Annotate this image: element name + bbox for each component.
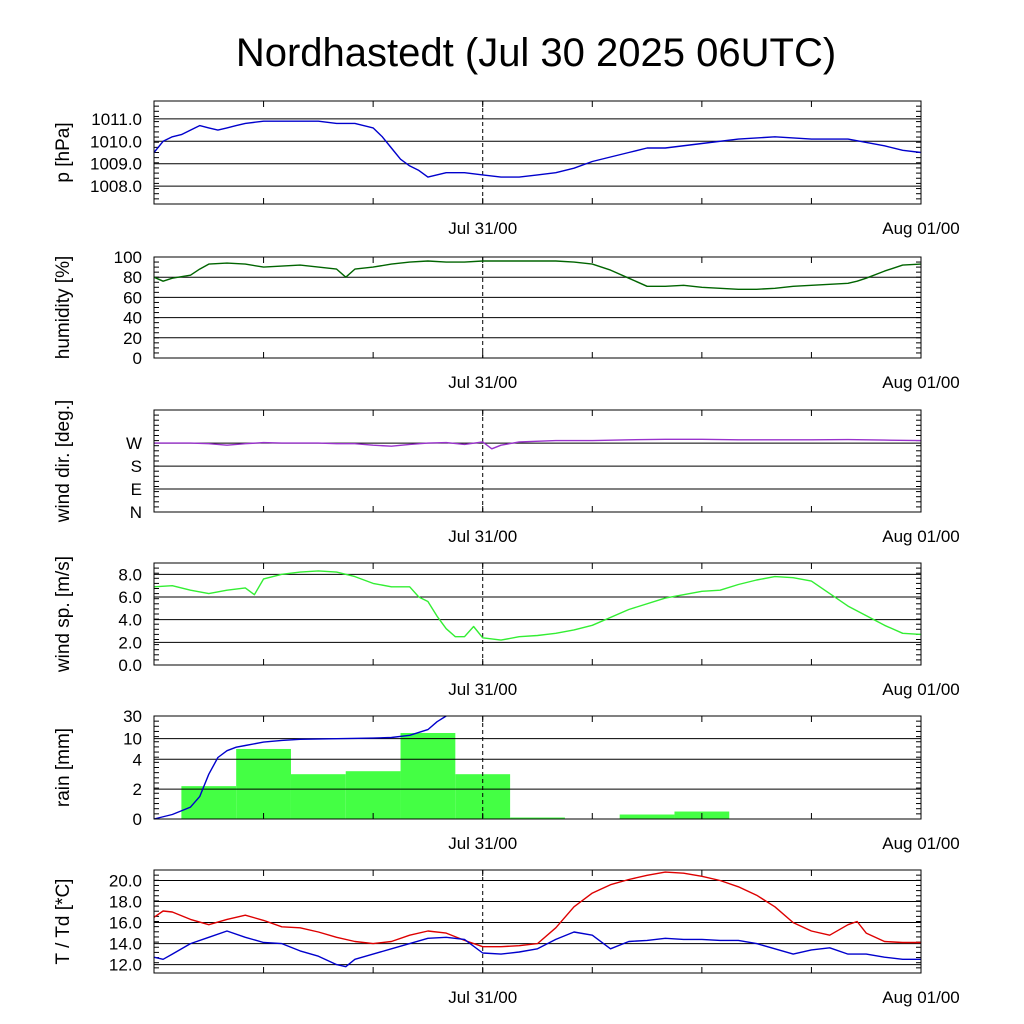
xtick-label-humidity-0: Jul 31/00: [448, 373, 517, 392]
plot-frame-wind-speed: [153, 562, 922, 666]
ytick-label-wind-direction-0: N: [130, 503, 142, 522]
plot-frame-humidity: [153, 256, 922, 359]
xtick-label-temperature-0: Jul 31/00: [448, 988, 517, 1007]
xtick-label-humidity-1: Aug 01/00: [882, 373, 960, 392]
series-line-rain-0: [153, 715, 447, 820]
ytick-label-wind-speed-3: 6.0: [118, 588, 142, 607]
ytick-label-wind-direction-3: W: [126, 434, 142, 453]
ytick-label-temperature-3: 18.0: [109, 893, 142, 912]
xtick-label-wind-direction-1: Aug 01/00: [882, 527, 960, 546]
ytick-label-pressure-3: 1011.0: [91, 110, 142, 129]
rain-bar-3: [345, 771, 401, 819]
chart-title: Nordhastedt (Jul 30 2025 06UTC): [236, 31, 836, 75]
xtick-label-rain-1: Aug 01/00: [882, 834, 960, 853]
series-line-temperature-0: [153, 871, 921, 948]
rain-bar-0: [181, 786, 237, 819]
rain-bar-1: [236, 748, 291, 819]
ytick-label-rain-2: 4: [133, 750, 142, 769]
ylabel-pressure: p [hPa]: [53, 122, 74, 182]
ytick-label-humidity-3: 60: [123, 288, 142, 307]
ytick-label-wind-direction-2: S: [131, 457, 142, 476]
series-line-wind-direction-0: [154, 438, 922, 450]
ylabel-wind-direction: wind dir. [deg.]: [53, 400, 74, 524]
ytick-label-humidity-5: 100: [114, 248, 142, 267]
xtick-label-wind-speed-0: Jul 31/00: [448, 680, 517, 699]
panel-temperature: 12.0 14.0 16.0 18.0 20.0 Jul 31/00 Aug 01/00 T …: [53, 869, 960, 1007]
rain-bar-4: [400, 732, 456, 819]
plot-frame-rain: [153, 715, 922, 820]
ytick-label-rain-1: 2: [133, 780, 142, 799]
xtick-label-temperature-1: Aug 01/00: [882, 988, 960, 1007]
ytick-label-temperature-4: 20.0: [109, 872, 142, 891]
ytick-label-pressure-2: 1010.0: [90, 132, 142, 151]
xtick-label-rain-0: Jul 31/00: [448, 834, 517, 853]
ytick-label-wind-speed-0: 0.0: [118, 656, 142, 675]
ylabel-rain: rain [mm]: [53, 728, 74, 807]
ytick-label-pressure-1: 1009.0: [90, 155, 142, 174]
ytick-label-rain-4: 30: [123, 707, 142, 726]
ytick-label-humidity-4: 80: [123, 268, 142, 287]
xtick-label-pressure-1: Aug 01/00: [882, 219, 960, 238]
ylabel-humidity: humidity [%]: [53, 256, 74, 359]
plot-frame-temperature: [153, 869, 922, 974]
ytick-label-temperature-0: 12.0: [109, 956, 142, 975]
plot-frame-wind-direction: [153, 409, 922, 513]
ylabel-temperature: T / Td [*C]: [53, 879, 74, 965]
panel-pressure: 1008.0 1009.0 1010.0 1011.0 Jul 31/00 Aug 01/…: [53, 100, 960, 238]
xtick-label-pressure-0: Jul 31/00: [448, 219, 517, 238]
ytick-label-humidity-0: 0: [133, 349, 142, 368]
panel-wind-speed: 0.0 2.0 4.0 6.0 8.0 Jul 31/00 Aug 01/00 wind sp…: [53, 556, 960, 699]
panel-rain: 0 2 410 30 Jul 31/00 Aug 01/00 rain [mm]: [53, 707, 960, 853]
series-line-wind-speed-0: [153, 570, 922, 641]
series-line-humidity-0: [153, 260, 922, 290]
series-line-pressure-0: [153, 120, 922, 178]
ytick-label-wind-speed-1: 2.0: [118, 633, 142, 652]
rain-bar-2: [290, 774, 346, 819]
ytick-label-pressure-0: 1008.0: [90, 177, 142, 196]
ytick-label-humidity-1: 20: [123, 329, 142, 348]
ytick-label-rain-3: 10: [123, 730, 142, 749]
ytick-label-temperature-1: 14.0: [109, 935, 142, 954]
series-line-temperature-1: [153, 930, 921, 968]
ytick-label-wind-direction-1: E: [131, 480, 142, 499]
rain-bar-7: [619, 814, 675, 819]
ytick-label-rain-0: 0: [133, 810, 142, 829]
ytick-label-temperature-2: 16.0: [109, 914, 142, 933]
ylabel-wind-speed: wind sp. [m/s]: [53, 556, 74, 673]
ytick-label-wind-speed-4: 8.0: [118, 565, 142, 584]
xtick-label-wind-speed-1: Aug 01/00: [882, 680, 960, 699]
ytick-label-humidity-2: 40: [123, 309, 142, 328]
rain-bar-6: [510, 817, 565, 819]
xtick-label-wind-direction-0: Jul 31/00: [448, 527, 517, 546]
ytick-label-wind-speed-2: 4.0: [118, 611, 142, 630]
plot-frame-pressure: [153, 100, 922, 205]
